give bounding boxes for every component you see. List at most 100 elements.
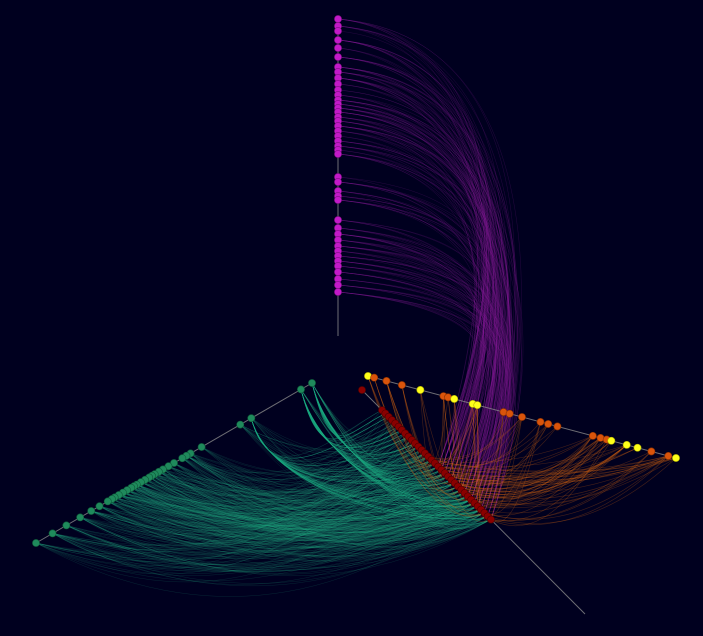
green-edge <box>190 453 429 495</box>
green-edge <box>136 484 488 559</box>
yellow-node <box>416 386 425 394</box>
green-edge <box>311 382 436 475</box>
orange-edge <box>386 380 439 471</box>
orange-node <box>664 452 673 460</box>
green-edge <box>140 479 452 503</box>
green-edge <box>126 472 445 527</box>
green-edge <box>140 481 462 524</box>
green-edge <box>173 462 459 522</box>
green-edge <box>136 484 472 520</box>
orange-edge <box>457 437 601 492</box>
green-edge <box>91 486 459 533</box>
green-edge <box>52 436 409 571</box>
green-edge <box>118 494 485 531</box>
magenta-edge <box>337 291 496 500</box>
green-edge <box>251 417 409 454</box>
orange-edge <box>444 455 669 477</box>
green-edge <box>126 489 488 533</box>
orange-edge <box>373 377 435 465</box>
green-node <box>308 379 316 387</box>
green-edge <box>131 429 403 510</box>
magenta-edge <box>337 250 500 504</box>
green-edge <box>311 382 406 448</box>
magenta-edge <box>337 233 485 484</box>
magenta-node <box>334 281 342 289</box>
green-edge <box>131 416 389 502</box>
green-edge <box>149 446 419 517</box>
green-edge <box>300 389 488 521</box>
green-edge <box>118 476 449 527</box>
green-edge <box>311 382 465 503</box>
green-edge <box>136 484 478 528</box>
orange-edge <box>454 437 601 490</box>
green-edge <box>250 418 459 496</box>
green-edge <box>250 418 432 478</box>
green-edge <box>114 482 455 538</box>
green-edge <box>136 484 475 546</box>
green-edge <box>151 475 469 534</box>
green-edge <box>80 486 459 545</box>
green-edge <box>311 382 469 501</box>
green-node <box>32 539 40 547</box>
green-edge <box>251 418 436 481</box>
green-edge <box>149 462 436 508</box>
green-edge <box>182 453 426 491</box>
green-edge <box>240 424 426 474</box>
green-edge <box>300 389 459 500</box>
green-edge <box>201 446 426 486</box>
green-edge <box>154 473 449 504</box>
green-edge <box>35 509 482 565</box>
magenta-edge <box>337 195 492 474</box>
green-edge <box>107 499 472 542</box>
green-edge <box>114 496 468 532</box>
green-edge <box>300 389 488 521</box>
magenta-edge <box>337 190 484 474</box>
green-edge <box>154 473 455 508</box>
green-edge <box>126 489 482 531</box>
green-edge <box>201 446 445 504</box>
green-edge <box>190 453 475 519</box>
green-edge <box>91 499 472 539</box>
magenta-edge <box>337 116 495 477</box>
magenta-edge <box>337 233 510 517</box>
magenta-edge <box>337 227 484 484</box>
green-edge <box>190 453 482 535</box>
green-edge <box>91 496 469 556</box>
green-edge <box>66 479 452 566</box>
green-edge <box>250 418 455 494</box>
green-edge <box>151 475 455 503</box>
green-edge <box>168 459 432 494</box>
green-edge <box>300 389 386 440</box>
green-edge <box>300 389 409 453</box>
green-edge <box>122 492 468 535</box>
green-edge <box>311 382 399 444</box>
green-edge <box>186 455 465 520</box>
green-edge <box>66 516 488 571</box>
orange-edge <box>487 457 677 524</box>
green-edge <box>311 382 426 466</box>
magenta-edge <box>337 239 494 477</box>
orange-edge <box>434 444 627 468</box>
green-edge <box>190 453 429 478</box>
green-edge <box>111 439 412 536</box>
orange-edge <box>454 444 627 493</box>
green-edge <box>300 389 403 448</box>
orange-edge <box>444 457 677 484</box>
green-edge <box>300 389 399 446</box>
green-edge <box>133 485 472 542</box>
orange-edge <box>474 437 601 508</box>
green-node <box>247 414 256 423</box>
green-edge <box>149 477 482 551</box>
green-edge <box>173 462 465 516</box>
magenta-node <box>334 268 342 276</box>
magenta-edge <box>337 227 479 470</box>
green-edge <box>311 382 492 529</box>
magenta-edge <box>337 250 510 517</box>
green-edge <box>300 389 416 456</box>
magenta-edge <box>337 271 508 500</box>
green-edge <box>250 418 459 496</box>
green-edge <box>126 456 429 512</box>
green-edge <box>300 389 439 475</box>
green-edge <box>251 418 409 459</box>
green-edge <box>250 418 492 525</box>
